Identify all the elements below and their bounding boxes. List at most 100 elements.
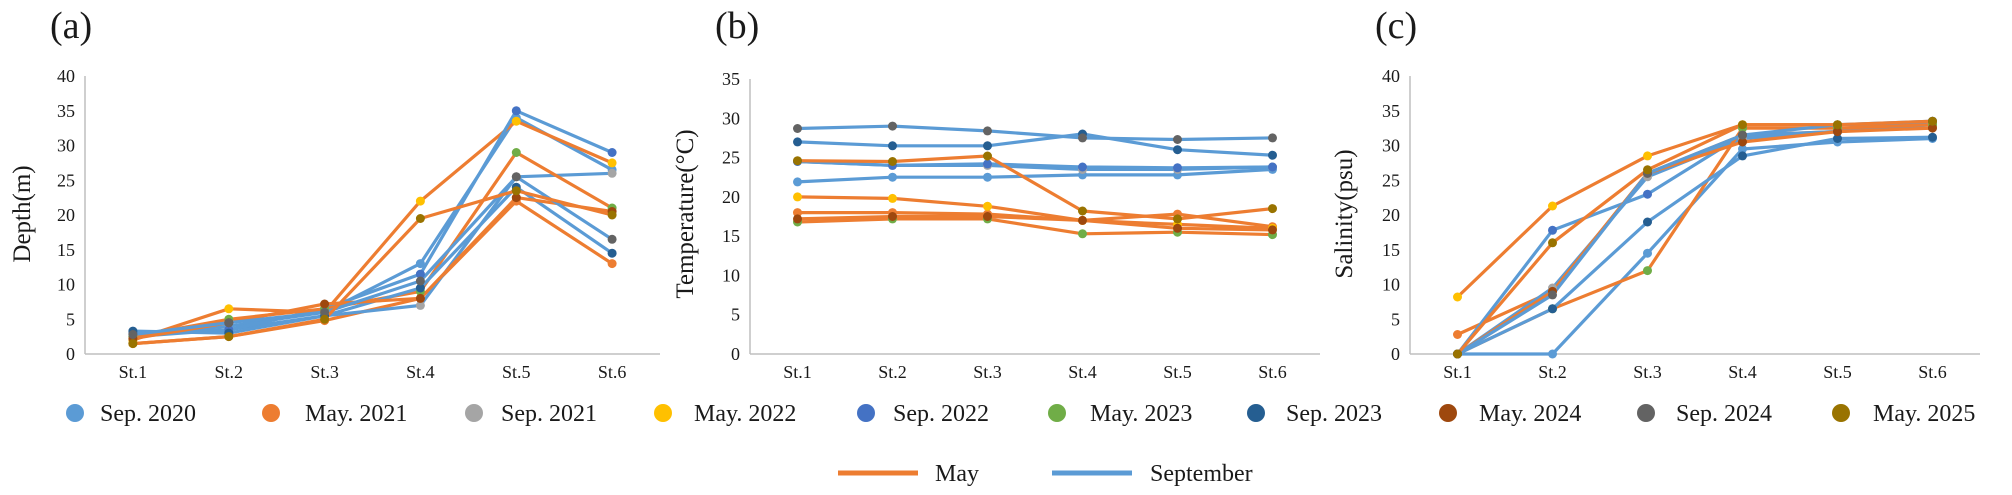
y-tick-label: 30	[1382, 136, 1400, 156]
data-point	[1173, 135, 1182, 144]
data-point	[1643, 189, 1652, 199]
legend-marker	[1439, 404, 1457, 422]
y-tick-label: 20	[1382, 205, 1400, 225]
legend-item-5: May. 2023	[1048, 401, 1192, 427]
y-tick-label: 20	[722, 187, 740, 207]
y-tick-label: 0	[1391, 344, 1400, 364]
data-point	[511, 106, 521, 116]
legend-item-3: May. 2022	[654, 401, 796, 427]
legend-label: May. 2022	[694, 401, 796, 427]
x-tick-label: St.4	[1068, 362, 1097, 382]
series-line	[131, 119, 614, 342]
data-point	[793, 214, 802, 224]
data-point	[1928, 116, 1937, 126]
data-point	[888, 172, 897, 182]
data-point	[415, 196, 425, 206]
legend-item-8: Sep. 2024	[1637, 401, 1772, 427]
x-tick-label: St.6	[1258, 362, 1287, 382]
data-point	[415, 293, 425, 303]
legend-item-0: Sep. 2020	[66, 401, 196, 427]
data-point	[793, 208, 802, 218]
x-tick-label: St.4	[1728, 362, 1757, 382]
data-point	[1173, 214, 1182, 224]
x-tick-label: St.5	[1163, 362, 1192, 382]
data-point	[607, 158, 617, 168]
series-line	[1455, 119, 1935, 356]
data-point	[1453, 349, 1462, 359]
panel-label: (a)	[50, 5, 92, 47]
data-point	[983, 201, 992, 211]
legend-item-4: Sep. 2022	[857, 401, 989, 427]
series-line	[131, 189, 614, 346]
x-tick-label: St.5	[502, 362, 531, 382]
data-point	[1548, 238, 1557, 248]
data-point	[320, 307, 330, 317]
data-point	[224, 332, 234, 342]
y-tick-label: 10	[722, 265, 740, 285]
data-point	[1548, 349, 1557, 359]
legend-marker	[654, 404, 672, 422]
legend-label: May. 2021	[305, 401, 407, 427]
legend-label: May. 2024	[1479, 401, 1581, 427]
data-point	[1548, 225, 1557, 235]
legend-item-1: May. 2021	[262, 401, 407, 427]
data-point	[415, 214, 425, 223]
legend-label: Sep. 2024	[1676, 401, 1772, 427]
data-point	[1078, 133, 1087, 143]
data-point	[1268, 162, 1277, 172]
series-line	[795, 154, 1275, 221]
data-point	[983, 159, 992, 169]
panel-a: (a) Depth(m) 0 5 10 15 20 25 30 35 40 St.1 St.2 St.…	[9, 5, 660, 382]
legend-label: Sep. 2022	[893, 401, 989, 427]
data-point	[320, 314, 330, 324]
y-tick-label: 40	[1382, 66, 1400, 86]
data-point	[1738, 137, 1747, 147]
panel-c: (c) Salinity(psu) 0 5 10 15 20 25 30 35 40 St.1 St…	[1331, 5, 1980, 382]
line-legend: May September	[838, 461, 1253, 487]
data-point	[793, 192, 802, 202]
legend-label: Sep. 2023	[1286, 401, 1382, 427]
legend-item-9: May. 2025	[1832, 401, 1975, 427]
legend-marker	[1832, 404, 1850, 422]
data-point	[1078, 229, 1087, 239]
y-tick-label: 30	[722, 108, 740, 128]
y-axis-title: Depth(m)	[9, 165, 36, 262]
data-point	[1268, 225, 1277, 235]
data-point	[983, 126, 992, 136]
data-point	[607, 234, 617, 244]
y-tick-label: 25	[1382, 170, 1400, 190]
data-point	[1453, 330, 1462, 339]
data-point	[1078, 162, 1087, 172]
legend: Sep. 2020 May. 2021 Sep. 2021 May. 2022 …	[66, 401, 1975, 427]
data-point	[224, 318, 234, 328]
data-point	[415, 300, 425, 310]
data-point	[607, 248, 617, 258]
data-point	[1173, 163, 1182, 173]
y-tick-label: 10	[57, 275, 75, 295]
legend-label: Sep. 2020	[100, 401, 196, 427]
data-point	[128, 330, 138, 339]
data-point	[1928, 132, 1937, 142]
series-line	[795, 159, 1275, 170]
legend-marker	[857, 404, 875, 422]
y-tick-label: 5	[66, 309, 75, 329]
legend-label: May. 2023	[1090, 401, 1192, 427]
data-point	[415, 269, 425, 279]
legend-label: September	[1150, 461, 1253, 487]
line-legend-may: May	[838, 461, 979, 487]
panel-label: (c)	[1375, 5, 1417, 47]
data-point	[1643, 217, 1652, 227]
data-point	[1453, 292, 1462, 302]
x-tick-label: St.3	[973, 362, 1002, 382]
data-point	[511, 116, 521, 126]
data-point	[1738, 151, 1747, 161]
data-point	[1173, 145, 1182, 155]
x-tick-label: St.5	[1823, 362, 1852, 382]
data-point	[888, 121, 897, 131]
data-point	[415, 259, 425, 269]
series-line	[795, 195, 1275, 230]
data-point	[607, 168, 617, 178]
x-tick-label: St.4	[406, 362, 435, 382]
data-point	[1548, 201, 1557, 211]
